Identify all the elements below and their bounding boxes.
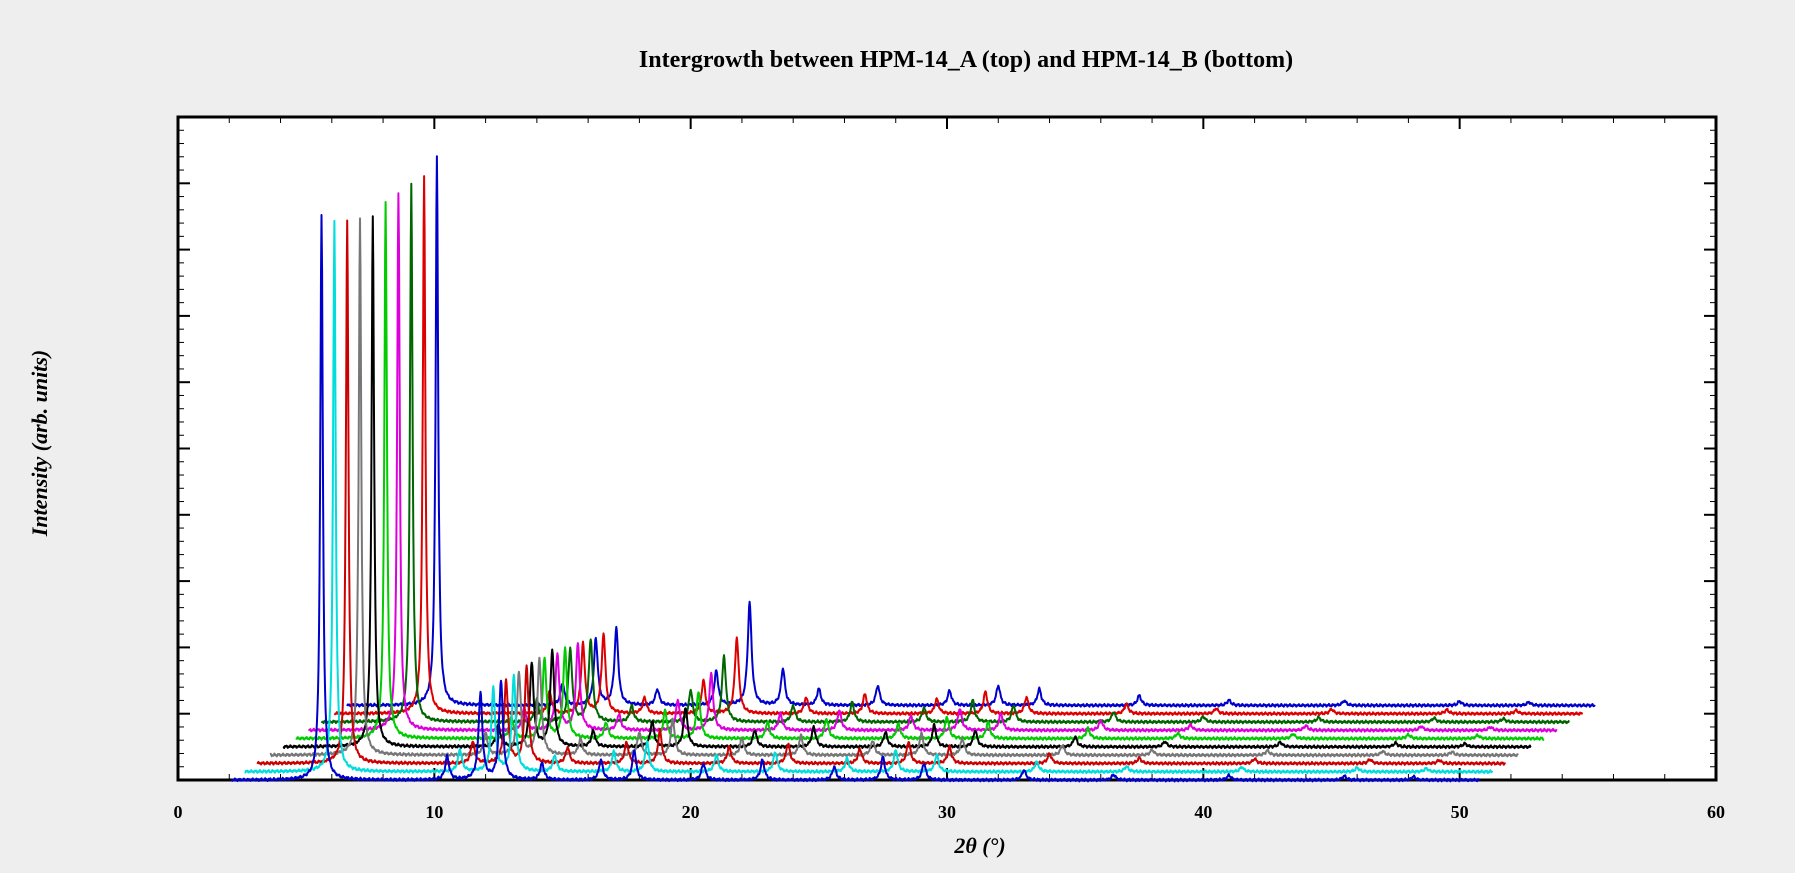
chart-title: Intergrowth between HPM-14_A (top) and H…	[639, 47, 1293, 73]
y-axis-label: Intensity (arb. units)	[27, 350, 52, 537]
series-line	[244, 219, 1494, 775]
x-tick-label: 30	[938, 802, 956, 822]
x-tick-label: 0	[174, 802, 183, 822]
x-tick-label: 20	[682, 802, 700, 822]
x-tick-label: 50	[1451, 802, 1469, 822]
x-axis-label: 2θ (°)	[953, 833, 1005, 858]
series-line	[230, 214, 1481, 783]
x-tick-label: 40	[1194, 802, 1212, 822]
plot-area	[176, 115, 1718, 782]
x-tick-label: 10	[425, 802, 443, 822]
x-tick-labels: 0 10 20 30 40 50 60	[174, 802, 1726, 822]
series-lines	[230, 155, 1596, 783]
x-tick-label: 60	[1707, 802, 1725, 822]
axis-ticks	[177, 116, 1717, 781]
